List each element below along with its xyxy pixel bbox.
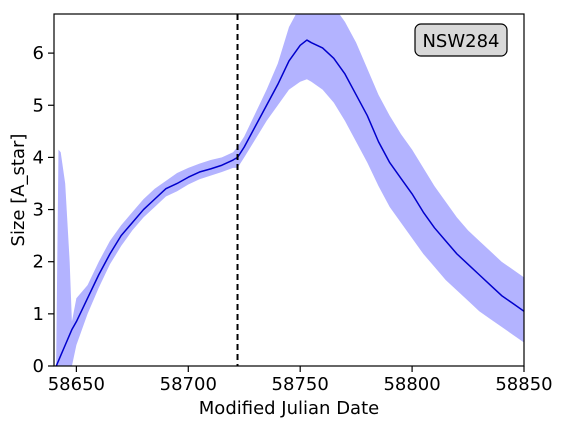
y-tick-label: 3 [33, 200, 44, 221]
y-tick-label: 2 [33, 252, 44, 273]
y-tick-label: 4 [33, 147, 44, 168]
x-tick-label: 58800 [383, 374, 440, 395]
x-axis-label: Modified Julian Date [199, 398, 379, 419]
y-tick-label: 6 [33, 43, 44, 64]
annotation-badge: NSW284 [414, 23, 508, 57]
x-tick-label: 58850 [495, 374, 552, 395]
y-tick-label: 5 [33, 95, 44, 116]
plot-area [55, 14, 524, 366]
series-line [55, 39, 524, 366]
annotation-text: NSW284 [422, 31, 499, 52]
uncertainty-band [56, 14, 524, 366]
axes-frame [53, 13, 525, 367]
axes: 58650 58700 58750 58800 58850 0 1 2 3 4 5 6 [33, 13, 553, 395]
y-tick-label: 0 [33, 356, 44, 377]
plot-content [55, 14, 524, 366]
x-tick-label: 58650 [48, 374, 105, 395]
annotation-box [414, 23, 508, 57]
y-tick-label: 1 [33, 304, 44, 325]
x-tick-label: 58750 [272, 374, 329, 395]
y-axis-label: Size [A_star] [8, 134, 29, 247]
x-tick-label: 58700 [160, 374, 217, 395]
